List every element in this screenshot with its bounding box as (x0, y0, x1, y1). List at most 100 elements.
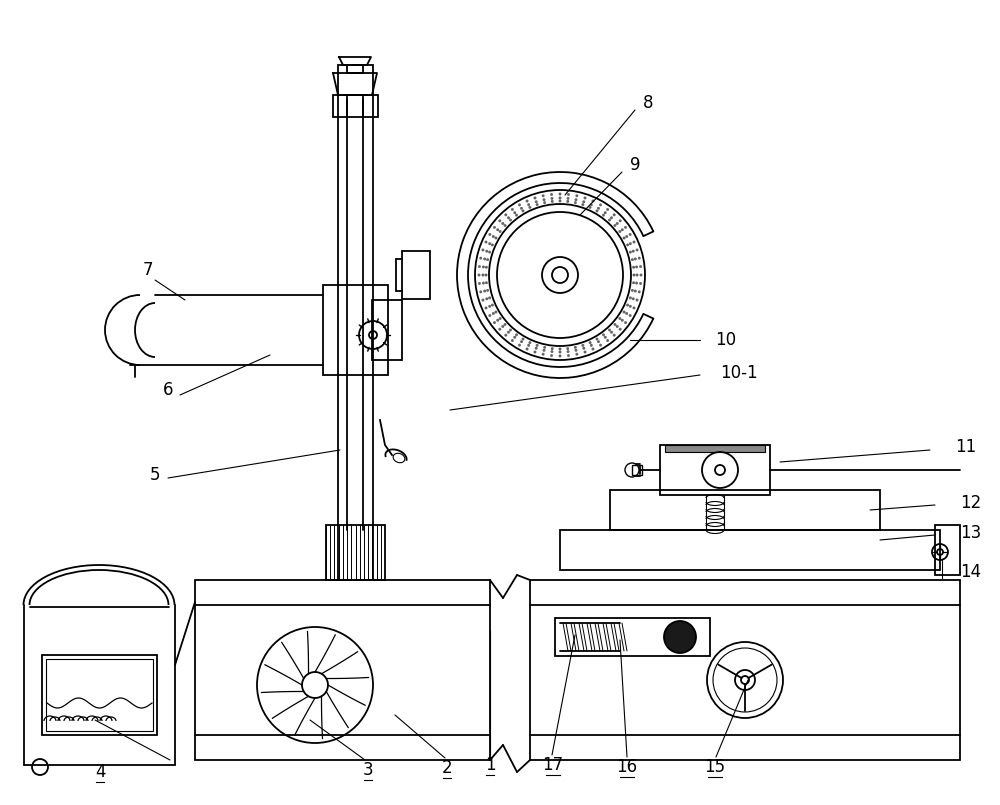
Circle shape (582, 204, 584, 206)
Circle shape (496, 229, 499, 231)
Circle shape (623, 237, 625, 239)
Text: 7: 7 (143, 261, 153, 279)
Circle shape (576, 195, 578, 197)
Bar (46, 659, 153, 731)
Circle shape (566, 347, 569, 350)
Circle shape (499, 220, 501, 222)
Circle shape (619, 220, 621, 222)
Circle shape (482, 274, 484, 276)
Circle shape (632, 266, 635, 269)
Text: 2: 2 (442, 759, 452, 777)
Bar (530, 580, 960, 760)
Circle shape (515, 214, 518, 217)
Circle shape (589, 206, 591, 208)
Circle shape (485, 241, 487, 243)
Circle shape (536, 204, 538, 206)
Circle shape (485, 307, 487, 309)
Bar (665, 445, 765, 452)
Circle shape (501, 325, 504, 328)
Text: 8: 8 (643, 94, 653, 112)
Text: 6: 6 (163, 381, 173, 399)
Circle shape (606, 339, 609, 342)
Circle shape (619, 328, 621, 331)
Bar (402, 251, 430, 299)
Circle shape (482, 249, 484, 251)
Circle shape (526, 348, 528, 350)
Circle shape (551, 197, 553, 200)
Circle shape (534, 351, 536, 353)
Circle shape (486, 258, 489, 261)
Circle shape (616, 222, 619, 225)
Circle shape (621, 319, 624, 321)
Circle shape (629, 296, 632, 299)
Circle shape (518, 204, 521, 206)
Circle shape (619, 317, 621, 320)
Circle shape (636, 299, 638, 301)
Circle shape (513, 212, 516, 214)
Circle shape (527, 204, 530, 206)
Circle shape (493, 226, 496, 229)
Circle shape (602, 214, 605, 217)
Text: 17: 17 (542, 756, 564, 774)
Circle shape (582, 344, 584, 347)
Circle shape (543, 198, 545, 201)
Circle shape (543, 201, 546, 204)
Circle shape (478, 274, 480, 276)
Text: 10: 10 (715, 331, 736, 349)
Circle shape (499, 317, 501, 320)
Circle shape (543, 346, 546, 349)
Circle shape (596, 338, 598, 341)
Circle shape (576, 353, 578, 356)
Circle shape (482, 299, 484, 301)
Circle shape (632, 250, 635, 253)
Circle shape (633, 307, 635, 309)
Circle shape (485, 250, 488, 253)
Text: 15: 15 (704, 758, 726, 776)
Circle shape (634, 258, 637, 260)
Circle shape (511, 208, 514, 211)
Circle shape (626, 244, 629, 246)
Circle shape (495, 311, 497, 313)
Circle shape (596, 209, 598, 213)
Circle shape (567, 354, 570, 357)
Bar (323, 285, 388, 375)
Circle shape (536, 344, 538, 347)
Circle shape (486, 289, 489, 291)
Circle shape (479, 257, 482, 259)
Circle shape (602, 333, 605, 336)
Circle shape (582, 200, 585, 203)
Circle shape (559, 196, 561, 200)
Circle shape (575, 349, 577, 352)
Circle shape (639, 283, 642, 285)
Circle shape (634, 290, 637, 292)
Circle shape (518, 344, 521, 346)
Circle shape (590, 204, 593, 206)
Circle shape (482, 266, 485, 268)
Circle shape (574, 201, 577, 204)
Circle shape (592, 200, 594, 202)
Circle shape (632, 298, 635, 300)
Circle shape (493, 321, 496, 324)
Circle shape (629, 242, 632, 245)
Circle shape (625, 235, 628, 237)
Circle shape (635, 282, 638, 284)
Circle shape (610, 331, 613, 333)
Circle shape (550, 193, 553, 196)
Circle shape (631, 258, 634, 261)
Circle shape (504, 224, 506, 227)
Text: 3: 3 (363, 761, 373, 779)
Circle shape (505, 213, 507, 216)
Circle shape (485, 274, 487, 276)
Circle shape (485, 266, 488, 269)
Circle shape (559, 351, 561, 353)
Circle shape (640, 274, 642, 276)
Circle shape (529, 206, 531, 208)
Text: 9: 9 (630, 156, 640, 174)
Circle shape (520, 207, 523, 209)
Bar (333, 95, 378, 117)
Circle shape (604, 336, 607, 339)
Circle shape (664, 621, 696, 653)
Circle shape (608, 328, 611, 332)
Circle shape (522, 209, 524, 213)
Circle shape (485, 298, 488, 300)
